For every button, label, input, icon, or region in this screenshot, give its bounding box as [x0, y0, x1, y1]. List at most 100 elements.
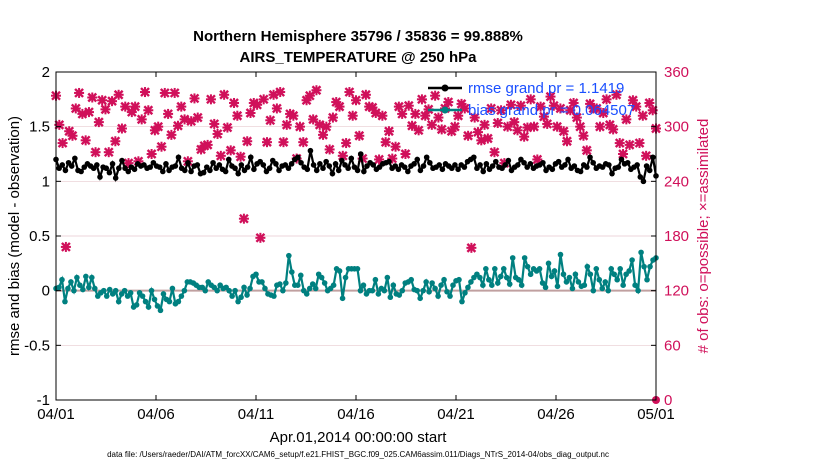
bias-point [593, 266, 600, 272]
y2-tick-label: 120 [664, 283, 689, 300]
bias-point [608, 266, 615, 272]
rmse-point [307, 147, 314, 154]
bias-point [414, 287, 420, 294]
bias-point [635, 287, 641, 294]
rmse-point [502, 162, 509, 168]
rmse-point [112, 175, 119, 181]
bias-point [557, 251, 564, 258]
obs-point [354, 130, 365, 141]
bias-point [438, 282, 444, 289]
rmse-point [163, 161, 169, 167]
obs-point [581, 145, 592, 156]
bias-point [354, 266, 361, 272]
obs-point [202, 139, 213, 150]
rmse-point [584, 164, 590, 170]
obs-point [360, 89, 371, 100]
obs-point [159, 87, 170, 98]
bias-point [62, 298, 68, 305]
bias-point [142, 298, 149, 305]
obs-point [634, 138, 645, 149]
obs-point [209, 118, 220, 129]
obs-point [568, 97, 579, 108]
rmse-point [326, 163, 333, 169]
obs-point [433, 112, 444, 123]
bias-point [309, 281, 316, 287]
rmse-point [119, 157, 125, 164]
obs-point [232, 110, 243, 121]
rmse-point [354, 167, 361, 174]
rmse-point [643, 163, 650, 169]
rmse-point [527, 161, 534, 167]
bias-point [241, 284, 247, 291]
bias-point [581, 282, 588, 289]
rmse-point [59, 162, 66, 168]
obs-point [545, 91, 556, 102]
bias-point [420, 287, 426, 294]
bias-point [518, 282, 525, 289]
bias-point [214, 287, 220, 294]
obs-point [469, 112, 480, 123]
obs-point [235, 151, 246, 162]
obs-point [410, 108, 421, 119]
rmse-point [348, 155, 355, 162]
bias-point [297, 272, 304, 279]
legend-rmse-marker [441, 84, 449, 92]
rmse-point [109, 161, 116, 167]
bias-point [232, 287, 238, 294]
obs-count-series [51, 85, 661, 404]
obs-point [641, 150, 652, 161]
rmse-point [116, 165, 122, 172]
rmse-point [571, 163, 578, 169]
bias-point [626, 268, 632, 274]
rmse-point [260, 162, 267, 168]
chart-title: Northern Hemisphere 35796 / 35836 = 99.8… [193, 28, 523, 45]
obs-point [87, 92, 98, 103]
bias-point [506, 281, 513, 287]
obs-point [57, 138, 68, 149]
bias-point [459, 298, 465, 305]
bias-point [68, 279, 74, 285]
bias-point [289, 269, 295, 275]
rmse-point [471, 154, 477, 161]
rmse-point [590, 159, 596, 166]
obs-point [344, 87, 355, 98]
y-tick-label: 1 [42, 173, 50, 190]
obs-point [519, 131, 530, 142]
obs-point [242, 136, 253, 147]
bias-point [629, 257, 635, 263]
bias-point [462, 290, 468, 296]
rmse-point [427, 159, 433, 166]
obs-point [621, 114, 632, 125]
y-tick-label: 0.5 [29, 228, 50, 245]
obs-point [156, 141, 167, 152]
obs-point [575, 121, 586, 132]
obs-point [97, 95, 108, 106]
bias-point [283, 280, 289, 286]
obs-point [614, 138, 625, 149]
bias-point [468, 279, 474, 285]
rmse-point [235, 170, 241, 177]
legend-rmse-label: rmse grand pr = 1.1419 [468, 80, 624, 97]
bias-point [492, 266, 498, 272]
bias-point [500, 266, 507, 272]
rmse-point [477, 162, 483, 168]
rmse-point [310, 162, 317, 168]
bias-point [444, 288, 450, 295]
obs-point [578, 130, 589, 141]
rmse-point [295, 154, 301, 161]
x-tick-label: 04/16 [337, 406, 375, 423]
bias-point [83, 273, 89, 280]
obs-point [479, 119, 490, 130]
rmse-point [247, 154, 254, 161]
obs-point [436, 124, 447, 135]
y-tick-label: 1.5 [29, 119, 50, 136]
rmse-point [222, 168, 229, 175]
obs-point [146, 149, 157, 159]
rmse-point [361, 168, 367, 175]
rmse-point [461, 164, 468, 170]
bias-point [372, 276, 379, 283]
bias-point [554, 283, 561, 290]
bias-point [80, 286, 86, 293]
obs-point [525, 94, 536, 105]
rmse-point [562, 162, 568, 168]
